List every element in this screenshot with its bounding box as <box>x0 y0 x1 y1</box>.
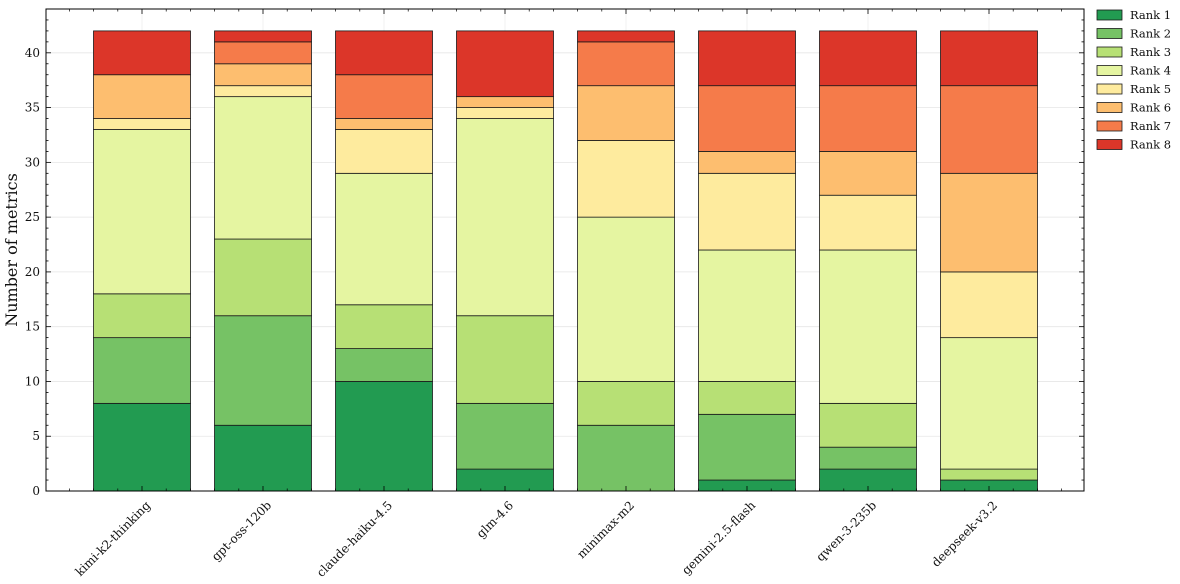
bar-segment: gemini-2.5-flash — Rank 4: 12 <box>698 249 796 382</box>
bar-segment: glm-4.6 — Rank 6: 1 <box>456 96 554 108</box>
bar-segment: qwen-3-235b — Rank 2: 2 <box>819 446 917 470</box>
plot-frame <box>45 8 1085 492</box>
bar-segment: gpt-oss-120b — Rank 4: 13 <box>214 96 312 240</box>
legend-label: Rank 8 <box>1130 138 1171 152</box>
bar-segment: deepseek-v3.2 — Rank 8: 5 <box>940 30 1038 87</box>
legend-label: Rank 2 <box>1130 27 1171 41</box>
bar-segment: gemini-2.5-flash — Rank 2: 6 <box>698 413 796 481</box>
bar-segment: claude-haiku-4.5 — Rank 4: 12 <box>335 172 433 306</box>
bar-segment: minimax-m2 — Rank 4: 15 <box>577 216 675 382</box>
bar-segment: deepseek-v3.2 — Rank 6: 9 <box>940 172 1038 273</box>
bar-segment: glm-4.6 — Rank 3: 8 <box>456 315 554 404</box>
bar-segment: qwen-3-235b — Rank 8: 5 <box>819 30 917 87</box>
bar-segment: deepseek-v3.2 — Rank 4: 12 <box>940 337 1038 470</box>
bar-segment: glm-4.6 — Rank 5: 1 <box>456 107 554 119</box>
y-tick-label: 15 <box>25 320 40 334</box>
bar-segment: claude-haiku-4.5 — Rank 3: 4 <box>335 304 433 349</box>
y-tick-label: 10 <box>25 374 40 388</box>
legend-swatch <box>1096 120 1123 132</box>
legend-label: Rank 6 <box>1130 101 1171 115</box>
x-tick-label: kimi-k2-thinking <box>73 498 154 579</box>
bar-segment: glm-4.6 — Rank 8: 6 <box>456 30 554 98</box>
bar-segment: glm-4.6 — Rank 4: 18 <box>456 118 554 317</box>
legend-swatch <box>1096 139 1123 150</box>
bar-segment: gemini-2.5-flash — Rank 8: 5 <box>698 30 796 87</box>
bar-segment: claude-haiku-4.5 — Rank 5: 4 <box>335 129 433 174</box>
bar-segment: minimax-m2 — Rank 3: 4 <box>577 381 675 426</box>
bar-segment: minimax-m2 — Rank 5: 7 <box>577 140 675 218</box>
bar-segment: kimi-k2-thinking — Rank 3: 4 <box>93 293 191 339</box>
bar-segment: qwen-3-235b — Rank 7: 6 <box>819 85 917 152</box>
bar-segment: minimax-m2 — Rank 6: 5 <box>577 85 675 141</box>
x-tick-label: claude-haiku-4.5 <box>314 498 395 579</box>
bar-segment: gpt-oss-120b — Rank 2: 10 <box>214 315 312 426</box>
bar-segment: gpt-oss-120b — Rank 5: 1 <box>214 85 312 98</box>
bar-segment: qwen-3-235b — Rank 3: 4 <box>819 402 917 448</box>
y-tick-label: 25 <box>25 210 40 224</box>
legend-swatch <box>1096 83 1123 95</box>
bar-segment: minimax-m2 — Rank 2: 6 <box>577 424 675 492</box>
y-tick-label: 35 <box>25 101 40 115</box>
bar-segment: kimi-k2-thinking — Rank 4: 15 <box>93 129 191 295</box>
bar-segment: gpt-oss-120b — Rank 3: 7 <box>214 238 312 317</box>
y-tick-label: 20 <box>25 265 40 279</box>
legend-label: Rank 3 <box>1130 45 1171 59</box>
y-tick-label: 5 <box>32 429 40 443</box>
bar-segment: claude-haiku-4.5 — Rank 7: 4 <box>335 74 433 119</box>
legend-swatch <box>1096 102 1123 113</box>
legend-swatch <box>1096 28 1123 39</box>
legend-label: Rank 1 <box>1130 8 1171 22</box>
bar-segment: gemini-2.5-flash — Rank 6: 2 <box>698 151 796 174</box>
gridlines <box>46 9 1084 492</box>
axis-ticks <box>46 8 1084 492</box>
bar-segment: deepseek-v3.2 — Rank 5: 6 <box>940 271 1038 339</box>
x-tick-label: gemini-2.5-flash <box>679 498 758 577</box>
bar-segment: deepseek-v3.2 — Rank 3: 1 <box>940 468 1038 481</box>
bar-segment: kimi-k2-thinking — Rank 8: 4 <box>93 30 191 76</box>
bar-segment: gpt-oss-120b — Rank 1: 6 <box>214 424 312 492</box>
bar-segment: deepseek-v3.2 — Rank 7: 8 <box>940 85 1038 174</box>
bar-segment: minimax-m2 — Rank 8: 1 <box>577 30 675 43</box>
bar-segment: qwen-3-235b — Rank 6: 4 <box>819 151 917 196</box>
bar-segment: qwen-3-235b — Rank 5: 5 <box>819 194 917 251</box>
bar-segment: kimi-k2-thinking — Rank 1: 8 <box>93 402 191 492</box>
y-tick-label: 40 <box>25 46 40 60</box>
x-tick-label: qwen-3-235b <box>813 498 879 564</box>
legend-label: Rank 7 <box>1130 119 1171 133</box>
bar-segment: kimi-k2-thinking — Rank 2: 6 <box>93 337 191 404</box>
legend-swatch <box>1096 65 1123 76</box>
legend-label: Rank 5 <box>1130 82 1171 96</box>
bar-segment: claude-haiku-4.5 — Rank 1: 10 <box>335 381 433 492</box>
bar-segment: claude-haiku-4.5 — Rank 2: 3 <box>335 348 433 382</box>
legend: Rank 1 Rank 2 Rank 3 Rank 4 Rank 5 Rank 6 Rank… <box>1096 8 1171 152</box>
legend-label: Rank 4 <box>1130 64 1171 78</box>
legend-swatch <box>1096 46 1123 58</box>
bar-segment: kimi-k2-thinking — Rank 5: 1 <box>93 118 191 130</box>
bar-segment: minimax-m2 — Rank 7: 4 <box>577 41 675 87</box>
bar-segment: kimi-k2-thinking — Rank 6: 4 <box>93 74 191 119</box>
x-tick-label: gpt-oss-120b <box>209 498 275 564</box>
x-tick-label: glm-4.6 <box>474 498 516 540</box>
y-axis-title: Number of metrics <box>2 173 21 327</box>
bar-segment: qwen-3-235b — Rank 4: 14 <box>819 249 917 404</box>
bar-segment: claude-haiku-4.5 — Rank 8: 4 <box>335 30 433 76</box>
x-tick-label: minimax-m2 <box>574 498 637 561</box>
legend-swatch <box>1096 9 1123 21</box>
bar-segment: claude-haiku-4.5 — Rank 6: 1 <box>335 118 433 130</box>
x-tick-label: deepseek-v3.2 <box>929 498 1000 569</box>
bar-segment: gpt-oss-120b — Rank 7: 2 <box>214 41 312 65</box>
bar-segment: gemini-2.5-flash — Rank 5: 7 <box>698 172 796 251</box>
bar-segment: glm-4.6 — Rank 2: 6 <box>456 402 554 470</box>
y-tick-label: 30 <box>25 155 40 169</box>
bars: kimi-k2-thinking — Rank 1: 8kimi-k2-thin… <box>93 30 1038 492</box>
bar-segment: gpt-oss-120b — Rank 8: 1 <box>214 30 312 43</box>
bar-segment: gemini-2.5-flash — Rank 3: 3 <box>698 381 796 415</box>
y-tick-label: 0 <box>32 484 40 498</box>
bar-segment: gemini-2.5-flash — Rank 7: 6 <box>698 85 796 152</box>
bar-segment: gpt-oss-120b — Rank 6: 2 <box>214 63 312 87</box>
